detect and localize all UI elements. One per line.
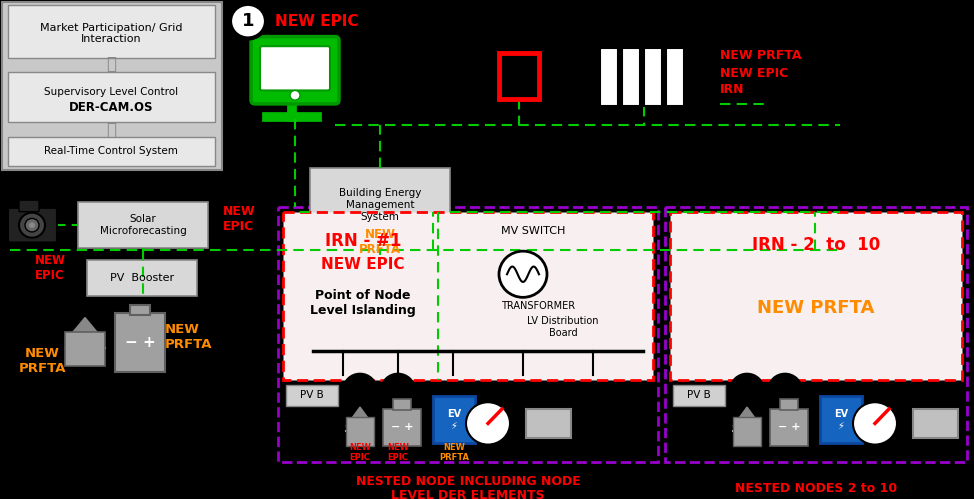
Bar [346,417,374,446]
Bar [526,409,571,438]
Text: EV
⚡: EV ⚡ [447,409,461,430]
Text: IRN - #1: IRN - #1 [324,232,401,250]
Text: ⬦: ⬦ [106,121,116,139]
FancyBboxPatch shape [251,36,339,104]
Text: LEVEL DER ELEMENTS: LEVEL DER ELEMENTS [392,489,544,499]
Circle shape [290,90,300,100]
Text: PV B: PV B [300,391,324,401]
Text: PV  Booster: PV Booster [110,273,174,283]
Circle shape [19,213,45,238]
Bar [8,5,215,58]
Bar [65,332,105,366]
Circle shape [730,373,764,406]
Text: Supervisory Level Control: Supervisory Level Control [44,87,178,97]
Bar [383,409,421,446]
Bar [8,72,215,122]
Text: PV B: PV B [687,391,711,401]
Bar [733,417,761,446]
Bar [283,212,653,380]
Bar [130,305,150,315]
FancyBboxPatch shape [19,200,39,212]
Text: NEW PRFTA: NEW PRFTA [720,49,802,62]
Bar [310,168,450,255]
Bar [673,385,725,406]
Text: EV
⚡: EV ⚡ [834,409,848,430]
Bar [393,399,411,410]
Text: Real-Time Control System: Real-Time Control System [44,146,178,156]
Text: IRN: IRN [720,83,744,96]
Bar [644,48,662,106]
Bar [286,385,338,406]
Text: NEW
PRFTA: NEW PRFTA [165,323,212,351]
Text: ⬦: ⬦ [106,55,116,73]
Polygon shape [346,407,374,426]
Bar [780,399,798,410]
Circle shape [230,4,266,38]
Text: Point of Node
Level Islanding: Point of Node Level Islanding [310,289,416,317]
Polygon shape [733,407,761,426]
Text: NESTED NODES 2 to 10: NESTED NODES 2 to 10 [735,483,897,496]
Text: NEW EPIC: NEW EPIC [321,257,405,272]
Text: Building Energy
Management
System: Building Energy Management System [339,188,421,222]
Bar [820,397,862,443]
Text: Solar
Microforecasting: Solar Microforecasting [99,215,186,236]
Text: Market Participation/ Grid
Interaction: Market Participation/ Grid Interaction [40,23,182,44]
FancyBboxPatch shape [8,208,57,243]
Text: NESTED NODE INCLUDING NODE: NESTED NODE INCLUDING NODE [356,475,581,488]
Circle shape [343,373,377,406]
Text: NEW
EPIC: NEW EPIC [387,443,409,462]
Circle shape [853,402,897,445]
Text: TRANSFORMER: TRANSFORMER [501,301,575,311]
Circle shape [499,251,547,297]
Text: NEW EPIC: NEW EPIC [275,13,358,28]
Text: NEW
EPIC: NEW EPIC [35,253,66,281]
Bar [2,2,222,170]
Text: NEW
PRFTA: NEW PRFTA [359,228,401,255]
Bar [622,48,640,106]
Bar [115,313,165,372]
Circle shape [381,373,415,406]
Text: − +: − + [778,422,801,432]
Text: NEW EPIC: NEW EPIC [720,67,788,80]
Bar [278,207,658,462]
Circle shape [75,346,111,381]
Text: LV Distribution
Board: LV Distribution Board [527,316,599,338]
Bar [665,207,967,462]
Bar [433,397,475,443]
Bar [508,60,530,91]
Text: IRN - 2  to  10: IRN - 2 to 10 [752,237,880,254]
Circle shape [29,222,35,228]
Polygon shape [65,317,105,342]
Bar [913,409,958,438]
FancyBboxPatch shape [260,46,330,90]
Circle shape [466,402,510,445]
Text: 1: 1 [242,12,254,30]
Bar [499,53,539,99]
Bar [666,48,684,106]
Bar [78,202,208,249]
Text: NEW
PRFTA: NEW PRFTA [19,347,66,375]
Bar [8,137,215,166]
Circle shape [39,346,75,381]
Text: NEW
EPIC: NEW EPIC [349,443,371,462]
Bar [670,212,962,380]
Text: NEW PRFTA: NEW PRFTA [758,299,875,317]
Text: MV SWITCH: MV SWITCH [501,226,565,236]
Circle shape [768,373,802,406]
Text: NEW
EPIC: NEW EPIC [223,206,255,234]
Text: NEW
PRFTA: NEW PRFTA [439,443,469,462]
Text: − +: − + [125,335,156,350]
Circle shape [25,219,39,232]
Bar [770,409,808,446]
Text: DER-CAM.OS: DER-CAM.OS [69,101,153,114]
Text: − +: − + [391,422,413,432]
Bar [87,260,197,296]
Bar [600,48,618,106]
